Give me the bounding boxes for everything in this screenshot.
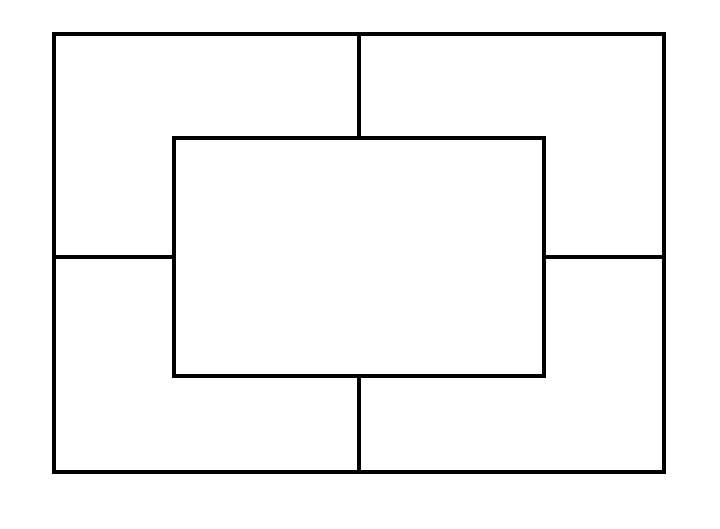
partition-diagram: [0, 0, 720, 529]
inner-rectangle: [174, 138, 544, 376]
